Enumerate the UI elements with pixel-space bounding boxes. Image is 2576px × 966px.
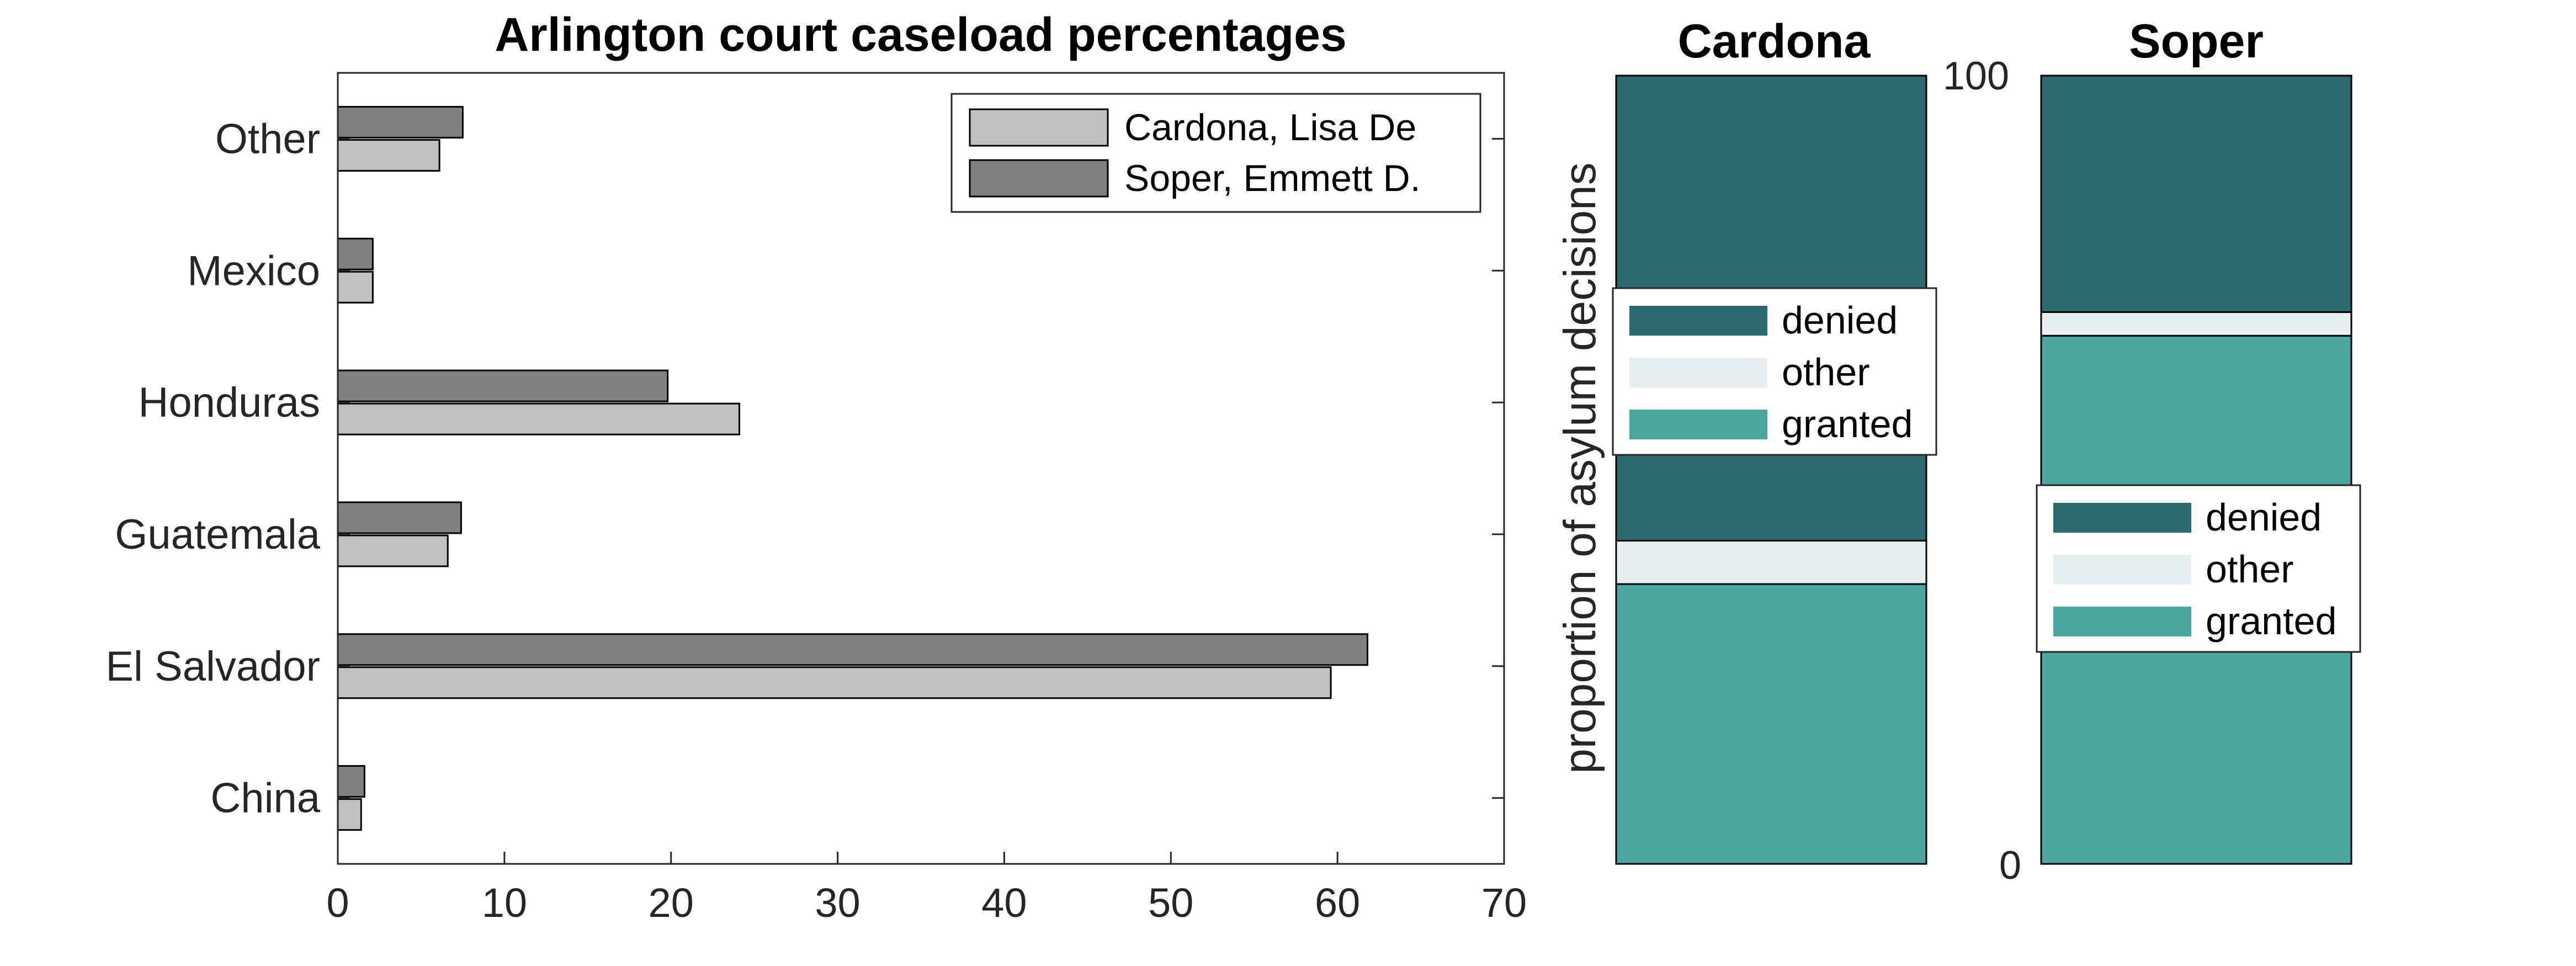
legend-label-granted: granted: [1782, 402, 1913, 445]
legend-swatch-granted: [1629, 410, 1767, 439]
bar-soper-honduras: [337, 369, 669, 402]
x-tick-label: 10: [482, 880, 527, 926]
bar-soper-china: [337, 765, 365, 798]
x-tick-label: 30: [815, 880, 860, 926]
legend-swatch-denied: [2053, 503, 2191, 533]
bar-cardona-china: [337, 798, 362, 831]
legend-swatch-denied: [1629, 306, 1767, 336]
legend-label-denied: denied: [2206, 496, 2322, 539]
bar-soper-other: [337, 105, 464, 139]
bar-soper-mexico: [337, 237, 374, 270]
bar-soper-guatemala: [337, 501, 462, 534]
legend-swatch-other: [1629, 358, 1767, 388]
bar-cardona-mexico: [337, 270, 374, 304]
legend-swatch-other: [2053, 555, 2191, 585]
x-tick-label: 50: [1148, 880, 1193, 926]
category-label: Guatemala: [115, 511, 320, 558]
legend-swatch-granted: [2053, 607, 2191, 636]
segment-granted: [1615, 583, 1927, 865]
segment-other: [1615, 540, 1927, 585]
x-tick-label: 60: [1315, 880, 1360, 926]
legend-swatch-cardona: [969, 108, 1109, 147]
category-label: China: [210, 775, 320, 822]
bar-cardona-guatemala: [337, 534, 449, 567]
legend-label-soper: Soper, Emmett D.: [1124, 157, 1421, 199]
caseload-chart: Arlington court caseload percentages Chi…: [105, 8, 1527, 926]
caseload-category-ticks: China El Salvador Guatemala Honduras Mexico O…: [105, 115, 1504, 822]
caseload-plot-frame: [337, 72, 1505, 865]
segment-other: [2040, 311, 2352, 337]
x-tick-label: 20: [649, 880, 694, 926]
x-tick-label: 0: [326, 880, 349, 926]
caseload-bars: [337, 105, 1368, 831]
bar-soper-el-salvador: [337, 633, 1368, 666]
cardona-chart-title: Cardona: [1678, 15, 1871, 68]
bar-cardona-el-salvador: [337, 666, 1332, 699]
category-label: Honduras: [138, 379, 320, 426]
caseload-x-ticks: 0 10 20 30 40 50 60 70: [326, 852, 1527, 926]
soper-chart-title: Soper: [2129, 15, 2264, 68]
x-tick-label: 40: [981, 880, 1027, 926]
caseload-chart-title: Arlington court caseload percentages: [495, 8, 1347, 61]
legend-label-denied: denied: [1782, 299, 1898, 342]
bar-cardona-honduras: [337, 402, 740, 436]
soper-y-tick-bottom: 0: [1999, 843, 2021, 888]
cardona-legend: denied other granted: [1612, 287, 1937, 456]
soper-legend: denied other granted: [2036, 484, 2361, 653]
x-tick-label: 70: [1481, 880, 1527, 926]
category-label: Mexico: [187, 247, 320, 294]
decisions-y-axis-label: proportion of asylum decisions: [1555, 162, 1605, 774]
soper-stacked-bar: [2040, 75, 2352, 865]
soper-decisions-chart: Soper 100 0 denied other granted: [1943, 15, 2361, 888]
category-label: Other: [215, 115, 320, 162]
legend-swatch-soper: [969, 159, 1109, 198]
caseload-legend: Cardona, Lisa De Soper, Emmett D.: [950, 93, 1481, 213]
legend-label-other: other: [1782, 351, 1870, 394]
bar-cardona-other: [337, 139, 440, 172]
cardona-decisions-chart: Cardona denied other granted: [1612, 15, 1937, 865]
legend-label-cardona: Cardona, Lisa De: [1124, 107, 1416, 148]
category-label: El Salvador: [105, 643, 320, 690]
segment-denied: [2040, 75, 2352, 313]
soper-y-tick-top: 100: [1943, 54, 2009, 98]
legend-label-other: other: [2206, 548, 2294, 591]
cardona-stacked-bar: [1615, 75, 1927, 865]
legend-label-granted: granted: [2206, 599, 2336, 643]
